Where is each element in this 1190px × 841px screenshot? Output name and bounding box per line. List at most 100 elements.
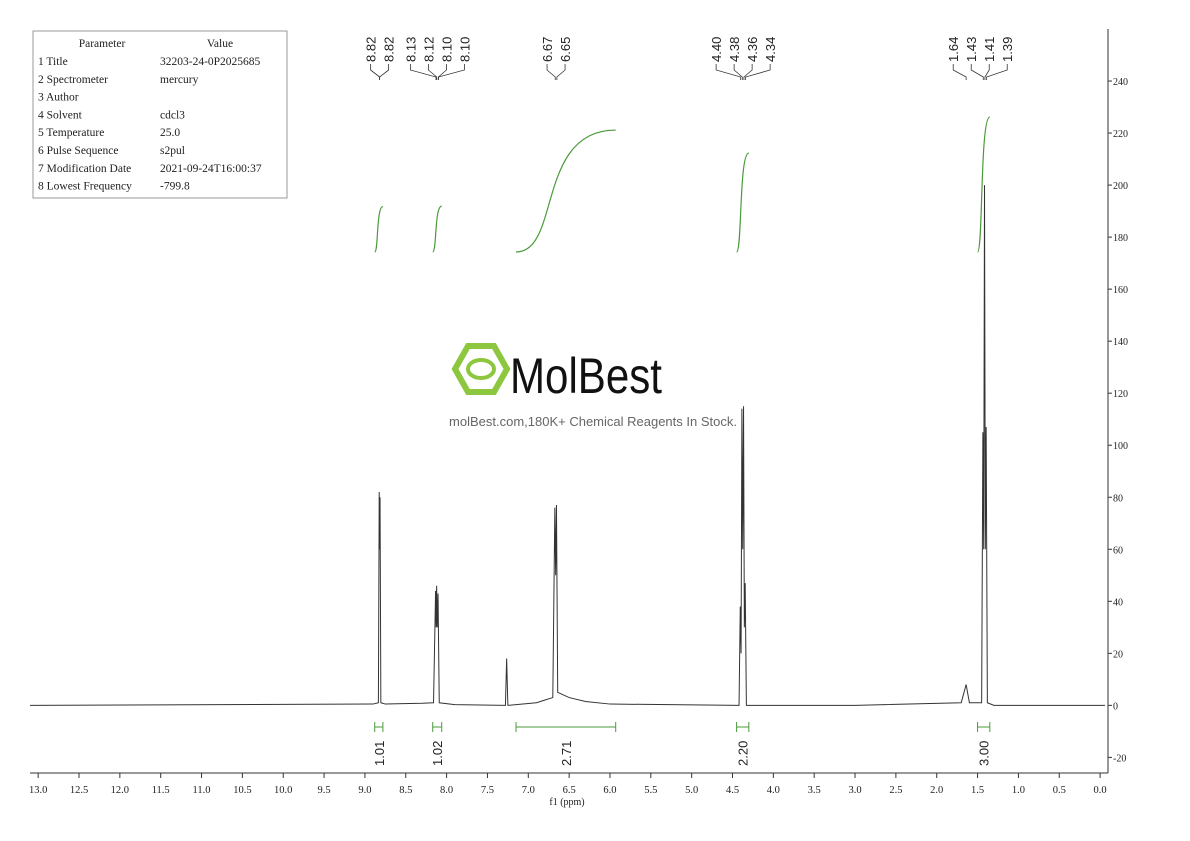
- integral-label: 2.71: [559, 741, 574, 766]
- x-tick-label: 2.5: [889, 785, 902, 796]
- peak-connector: [733, 64, 743, 80]
- y-tick-label: 140: [1113, 337, 1128, 348]
- peak-connector: [715, 64, 742, 80]
- peak-connector: [438, 64, 447, 80]
- x-tick-label: 4.0: [767, 785, 780, 796]
- logo-ring: [466, 358, 496, 380]
- peak-connector: [556, 64, 566, 80]
- integral-bracket: [432, 722, 443, 732]
- peak-connector: [986, 64, 1008, 80]
- peak-label: 8.13: [403, 37, 418, 62]
- integral-curve: [516, 129, 616, 253]
- peak-connector: [370, 64, 381, 80]
- x-tick-label: 4.5: [726, 785, 739, 796]
- x-tick-label: 2.0: [930, 785, 943, 796]
- x-tick-label: 6.5: [563, 785, 576, 796]
- peak-connector: [743, 64, 753, 80]
- table-cell: -799.8: [160, 181, 190, 193]
- integral-label: 1.01: [372, 741, 387, 766]
- table-cell: 2021-09-24T16:00:37: [160, 163, 262, 175]
- integral-label: 1.02: [430, 741, 445, 766]
- peak-label: 4.40: [709, 37, 724, 62]
- table-cell: 4 Solvent: [38, 109, 83, 121]
- integral-bracket: [736, 722, 750, 732]
- x-tick-label: 8.5: [399, 785, 412, 796]
- peak-label: 1.43: [964, 37, 979, 62]
- peak-connector: [984, 64, 990, 80]
- x-tick-label: 10.0: [274, 785, 292, 796]
- table-header: Value: [207, 38, 233, 50]
- x-tick-label: 9.0: [358, 785, 371, 796]
- integral-bracket: [515, 722, 617, 732]
- table-cell: 6 Pulse Sequence: [38, 145, 118, 157]
- x-tick-label: 11.5: [152, 785, 170, 796]
- y-tick-label: 80: [1113, 493, 1123, 504]
- integral-curve: [736, 152, 750, 253]
- table-cell: 8 Lowest Frequency: [38, 181, 132, 193]
- table-cell: s2pul: [160, 145, 185, 157]
- table-cell: 25.0: [160, 127, 180, 139]
- integral-curve: [374, 205, 384, 253]
- parameter-table: [32, 30, 288, 199]
- y-tick-label: 20: [1113, 649, 1123, 660]
- x-tick-label: 8.0: [440, 785, 453, 796]
- y-tick-label: 240: [1113, 77, 1128, 88]
- integral-label: 2.20: [736, 741, 751, 766]
- y-tick-label: 220: [1113, 129, 1128, 140]
- y-tick-label: -20: [1113, 753, 1126, 764]
- x-tick-label: 1.0: [1012, 785, 1025, 796]
- table-cell: mercury: [160, 74, 199, 86]
- peak-label: 6.67: [540, 37, 555, 62]
- peak-label: 1.64: [946, 37, 961, 62]
- table-cell: 1 Title: [38, 56, 68, 68]
- y-tick-label: 60: [1113, 545, 1123, 556]
- x-tick-label: 11.0: [193, 785, 211, 796]
- x-tick-label: 6.0: [603, 785, 616, 796]
- x-tick-label: 9.5: [318, 785, 331, 796]
- x-tick-label: 3.5: [808, 785, 821, 796]
- peak-connector: [379, 64, 390, 80]
- y-tick-label: 0: [1113, 701, 1118, 712]
- y-tick-label: 120: [1113, 389, 1128, 400]
- peak-label: 8.82: [382, 37, 397, 62]
- x-tick-label: 5.0: [685, 785, 698, 796]
- x-tick-label: 12.5: [70, 785, 88, 796]
- table-cell: 7 Modification Date: [38, 163, 131, 175]
- integral-curve: [432, 205, 443, 253]
- peak-label: 4.38: [727, 37, 742, 62]
- peak-label: 8.10: [457, 37, 472, 62]
- y-tick-label: 200: [1113, 181, 1128, 192]
- x-tick-label: 0.0: [1094, 785, 1107, 796]
- peak-label: 1.39: [1000, 37, 1015, 62]
- table-cell: 5 Temperature: [38, 127, 104, 139]
- table-cell: 2 Spectrometer: [38, 74, 108, 86]
- integral-curve: [976, 116, 991, 253]
- table-header: Parameter: [79, 38, 126, 50]
- peak-connector: [438, 64, 465, 80]
- x-tick-label: 7.5: [481, 785, 494, 796]
- peak-connector: [952, 64, 967, 80]
- x-axis-label: f1 (ppm): [549, 797, 584, 808]
- y-tick-label: 100: [1113, 441, 1128, 452]
- integral-bracket: [374, 722, 384, 732]
- peak-label: 4.36: [745, 37, 760, 62]
- peak-label: 8.12: [421, 37, 436, 62]
- peak-connector: [546, 64, 556, 80]
- table-cell: 32203-24-0P2025685: [160, 56, 261, 68]
- peak-connector: [970, 64, 984, 80]
- watermark: MolBest molBest.com,180K+ Chemical Reage…: [449, 343, 737, 429]
- peak-connector: [745, 64, 771, 80]
- peak-connector: [410, 64, 437, 80]
- x-tick-label: 12.0: [111, 785, 129, 796]
- peak-connector: [428, 64, 438, 80]
- x-tick-label: 1.5: [971, 785, 984, 796]
- peak-label: 6.65: [558, 37, 573, 62]
- y-tick-label: 40: [1113, 597, 1123, 608]
- spectrum-line: [29, 185, 1105, 706]
- x-tick-label: 0.5: [1053, 785, 1066, 796]
- table-cell: cdcl3: [160, 109, 185, 121]
- logo-hexagon: [451, 343, 511, 395]
- x-tick-label: 10.5: [233, 785, 251, 796]
